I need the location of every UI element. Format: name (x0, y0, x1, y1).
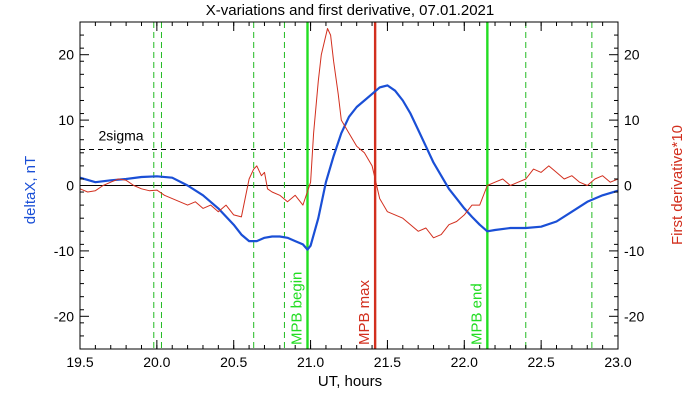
mpb-marker-label: MPB max (356, 279, 373, 345)
x-tick-label: 19.5 (66, 354, 93, 370)
x-tick-label: 23.0 (604, 354, 631, 370)
y-axis-left-label: deltaX, nT (22, 156, 39, 224)
mpb-marker-label: MPB end (468, 283, 485, 345)
y-axis-right-label: First derivative*10 (669, 125, 686, 245)
axes: 19.5 20.0 20.5 21.0 21.5 22.0 22.5 23.0 -20 -20 -1… (54, 21, 644, 370)
y2-tick-label: -20 (624, 308, 644, 324)
plot-area: 2sigma MPB begin MPB max MPB end (79, 22, 619, 349)
series-derivative-line (79, 28, 619, 239)
x-tick-label: 22.0 (451, 354, 478, 370)
y-tick-label: 0 (66, 178, 74, 194)
y2-tick-label: 0 (624, 178, 632, 194)
series-deltax-line (79, 84, 619, 251)
sigma-label: 2sigma (98, 128, 143, 144)
x-axis-label: UT, hours (318, 373, 382, 390)
y-tick-label: -10 (54, 243, 74, 259)
x-tick-label: 20.5 (220, 354, 247, 370)
y-tick-label: 10 (58, 112, 74, 128)
x-tick-label: 22.5 (528, 354, 555, 370)
y2-tick-label: 20 (624, 47, 640, 63)
x-tick-label: 21.0 (297, 354, 324, 370)
y2-tick-label: 10 (624, 112, 640, 128)
mpb-marker-label: MPB begin (288, 272, 305, 345)
y-tick-label: -20 (54, 308, 74, 324)
x-tick-label: 20.0 (143, 354, 170, 370)
chart-title: X-variations and first derivative, 07.01… (206, 2, 495, 19)
y2-tick-label: -10 (624, 243, 644, 259)
x-tick-label: 21.5 (374, 354, 401, 370)
y-tick-label: 20 (58, 47, 74, 63)
